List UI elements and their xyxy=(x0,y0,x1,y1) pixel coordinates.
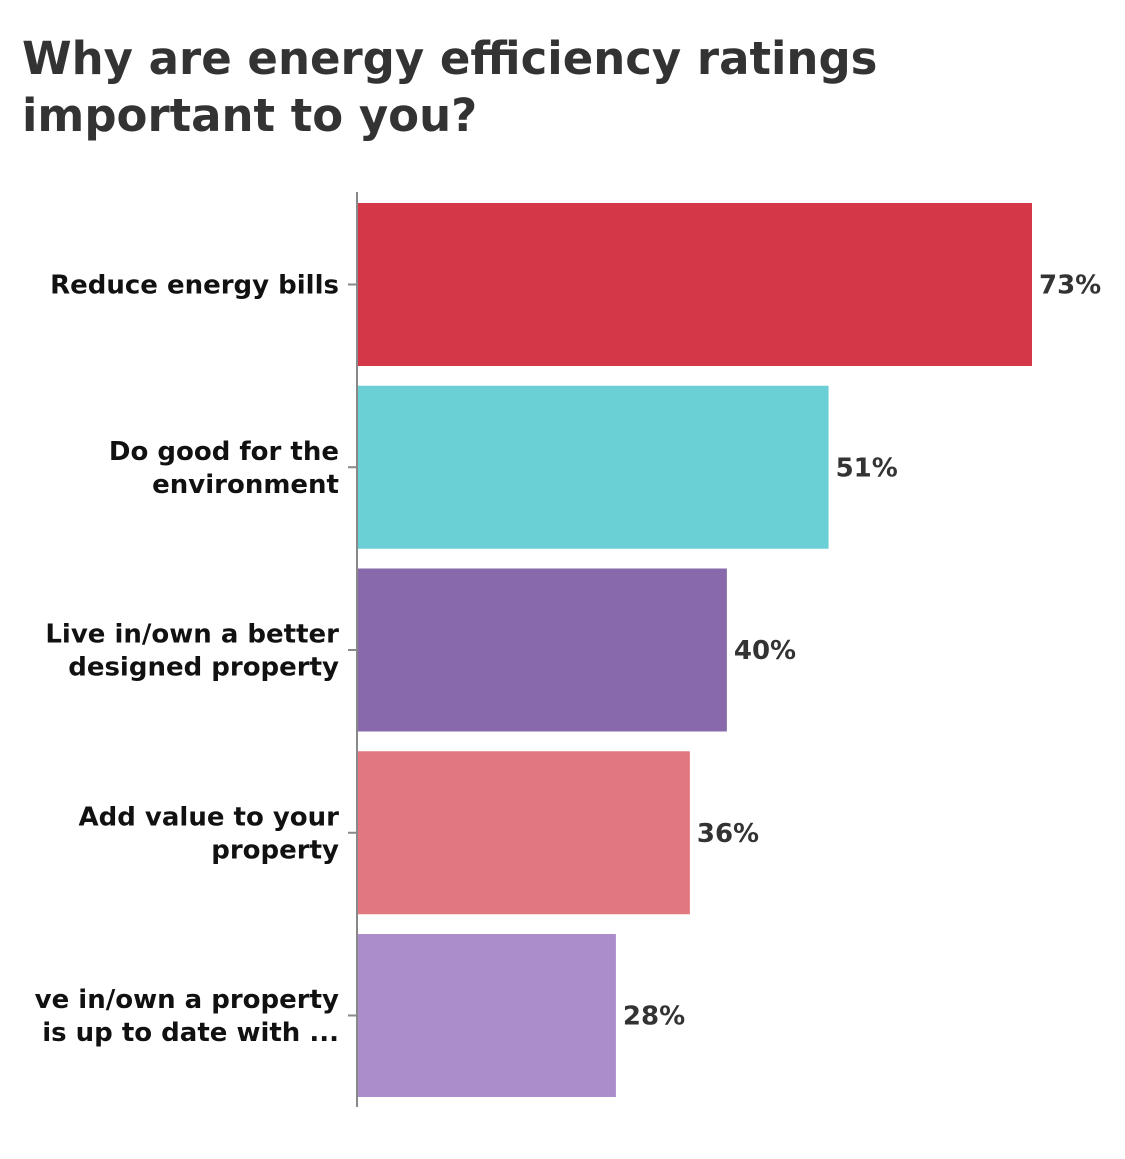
value-label-5: 28% xyxy=(623,1002,685,1032)
category-label-1: Reduce energy bills xyxy=(50,271,339,301)
value-label-3: 40% xyxy=(734,636,796,666)
category-label-4: Add value to your property xyxy=(79,802,340,865)
axis-ticks-group xyxy=(348,283,357,1017)
value-label-1: 73% xyxy=(1039,271,1101,301)
category-label-2: Do good for the environment xyxy=(109,437,339,500)
value-label-2: 51% xyxy=(836,453,898,483)
bars-group xyxy=(357,203,1032,1097)
bar-1 xyxy=(357,203,1032,366)
labels-group: 73% Reduce energy bills 51% Do good for the… xyxy=(35,271,1102,1049)
chart-title: Why are energy efficiency ratings import… xyxy=(22,32,878,142)
bar-5 xyxy=(357,934,616,1097)
value-label-4: 36% xyxy=(697,819,759,849)
category-label-5: ve in/own a property is up to date with .… xyxy=(35,985,339,1048)
bar-2 xyxy=(357,385,829,549)
bar-4 xyxy=(357,751,690,915)
bar-3 xyxy=(357,568,727,732)
category-label-3: Live in/own a better designed property xyxy=(45,620,339,683)
